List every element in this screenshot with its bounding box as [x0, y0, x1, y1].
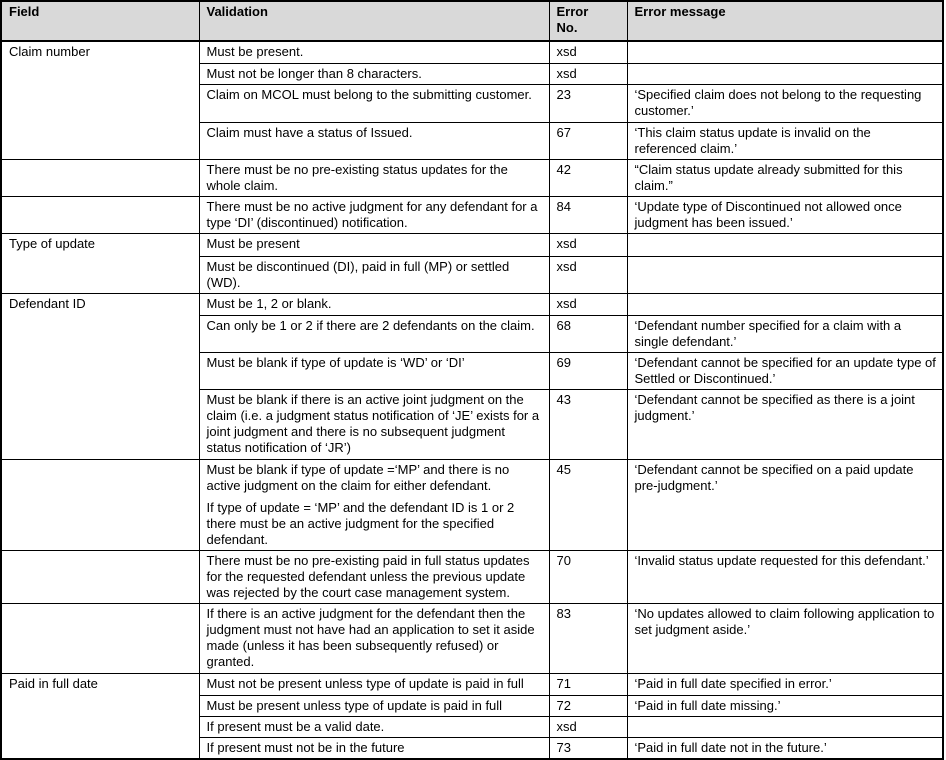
field-cell: [0, 458, 200, 551]
error-message-cell: ‘Defendant cannot be specified on a paid…: [626, 458, 944, 551]
validation-cell: Claim must have a status of Issued.: [198, 121, 550, 160]
field-cell: Type of update: [0, 232, 200, 294]
validation-cell: Must be present unless type of update is…: [198, 694, 550, 717]
error-no-cell: 45: [548, 458, 628, 551]
table-row: If there is an active judgment for the d…: [0, 602, 944, 674]
validation-cell: There must be no pre-existing status upd…: [198, 158, 550, 197]
table-row: Must be blank if there is an active join…: [1, 388, 944, 460]
error-no-cell: 84: [548, 195, 628, 234]
error-message-cell: ‘Paid in full date specified in error.’: [626, 672, 944, 696]
validation-cell: Must be blank if type of update =‘MP’ an…: [198, 458, 550, 551]
error-no-cell: xsd: [548, 232, 628, 257]
error-no-cell: xsd: [548, 292, 628, 316]
table-row: Must be blank if type of update is ‘WD’ …: [1, 351, 944, 390]
validation-cell: Must not be present unless type of updat…: [198, 672, 550, 696]
table-row: Must be present unless type of update is…: [1, 694, 944, 717]
error-no-cell: 70: [548, 549, 628, 604]
validation-cell: If present must be a valid date.: [198, 715, 550, 738]
error-message-cell: ‘No updates allowed to claim following a…: [626, 602, 944, 674]
field-cell: [0, 602, 200, 674]
error-message-cell: [626, 232, 944, 257]
error-message-cell: “Claim status update already submitted f…: [626, 158, 944, 197]
error-message-cell: ‘Specified claim does not belong to the …: [626, 83, 944, 123]
error-no-cell: 23: [548, 83, 628, 123]
error-no-cell: 71: [548, 672, 628, 696]
validation-cell: Must be blank if there is an active join…: [198, 388, 550, 460]
field-cell: Claim number: [0, 40, 200, 160]
error-message-cell: ‘Defendant number specified for a claim …: [626, 314, 944, 353]
error-message-cell: ‘Paid in full date not in the future.’: [626, 736, 944, 759]
validation-cell: Must be 1, 2 or blank.: [198, 292, 550, 316]
field-cell: [0, 158, 200, 197]
error-message-cell: [626, 62, 944, 85]
error-no-cell: 67: [548, 121, 628, 160]
table-row: Claim on MCOL must belong to the submitt…: [1, 83, 944, 123]
validation-cell: Must not be longer than 8 characters.: [198, 62, 550, 85]
validation-paragraph: Must be blank if type of update =‘MP’ an…: [206, 461, 510, 493]
validation-cell: Must be discontinued (DI), paid in full …: [198, 255, 550, 294]
error-no-cell: 83: [548, 602, 628, 674]
validation-cell: If there is an active judgment for the d…: [198, 602, 550, 674]
validation-cell: Must be present: [198, 232, 550, 257]
validation-cell: Must be present.: [198, 40, 550, 64]
error-no-cell: xsd: [548, 255, 628, 294]
table-row: Must be blank if type of update =‘MP’ an…: [0, 458, 944, 551]
validation-cell: Claim on MCOL must belong to the submitt…: [198, 83, 550, 123]
table-row: Defendant ID Must be 1, 2 or blank. xsd: [0, 292, 944, 460]
field-cell: Defendant ID: [0, 292, 200, 460]
error-no-cell: xsd: [548, 40, 628, 64]
validation-paragraph: If type of update = ‘MP’ and the defenda…: [206, 499, 515, 547]
error-message-cell: ‘This claim status update is invalid on …: [626, 121, 944, 160]
error-message-cell: [626, 255, 944, 294]
validation-cell: There must be no active judgment for any…: [198, 195, 550, 234]
error-message-cell: ‘Defendant cannot be specified for an up…: [626, 351, 944, 390]
field-cell: [0, 195, 200, 234]
column-header-validation: Validation: [198, 0, 550, 42]
error-message-cell: [626, 715, 944, 738]
table-row: Paid in full date Must not be present un…: [0, 672, 944, 759]
error-message-cell: [626, 292, 944, 316]
table-row: Claim number Must be present. xsd: [0, 40, 944, 160]
validation-cell: If present must not be in the future: [198, 736, 550, 759]
column-header-error-message: Error message: [626, 0, 944, 42]
column-header-field: Field: [0, 0, 200, 42]
error-no-cell: 43: [548, 388, 628, 460]
validation-cell: Can only be 1 or 2 if there are 2 defend…: [198, 314, 550, 353]
error-message-cell: ‘Paid in full date missing.’: [626, 694, 944, 717]
error-message-cell: ‘Update type of Discontinued not allowed…: [626, 195, 944, 234]
validation-cell: There must be no pre-existing paid in fu…: [198, 549, 550, 604]
table-row: If present must be a valid date. xsd: [1, 715, 944, 738]
error-message-cell: ‘Invalid status update requested for thi…: [626, 549, 944, 604]
validation-cell: Must be blank if type of update is ‘WD’ …: [198, 351, 550, 390]
field-cell: [0, 549, 200, 604]
header-row: Field Validation Error No. Error message: [0, 0, 944, 42]
column-header-error-no: Error No.: [548, 0, 628, 42]
table-row: There must be no pre-existing paid in fu…: [0, 549, 944, 604]
error-message-cell: ‘Defendant cannot be specified as there …: [626, 388, 944, 460]
error-no-cell: xsd: [548, 715, 628, 738]
error-message-cell: [626, 40, 944, 64]
error-no-cell: 42: [548, 158, 628, 197]
table-row: There must be no pre-existing status upd…: [0, 158, 944, 197]
table-row: Can only be 1 or 2 if there are 2 defend…: [1, 314, 944, 353]
error-no-cell: 73: [548, 736, 628, 759]
table-row: There must be no active judgment for any…: [0, 195, 944, 234]
error-no-cell: 72: [548, 694, 628, 717]
error-no-cell: 68: [548, 314, 628, 353]
error-no-cell: xsd: [548, 62, 628, 85]
field-cell: Paid in full date: [0, 672, 200, 759]
table-row: Type of update Must be present xsd: [0, 232, 944, 294]
error-no-cell: 69: [548, 351, 628, 390]
